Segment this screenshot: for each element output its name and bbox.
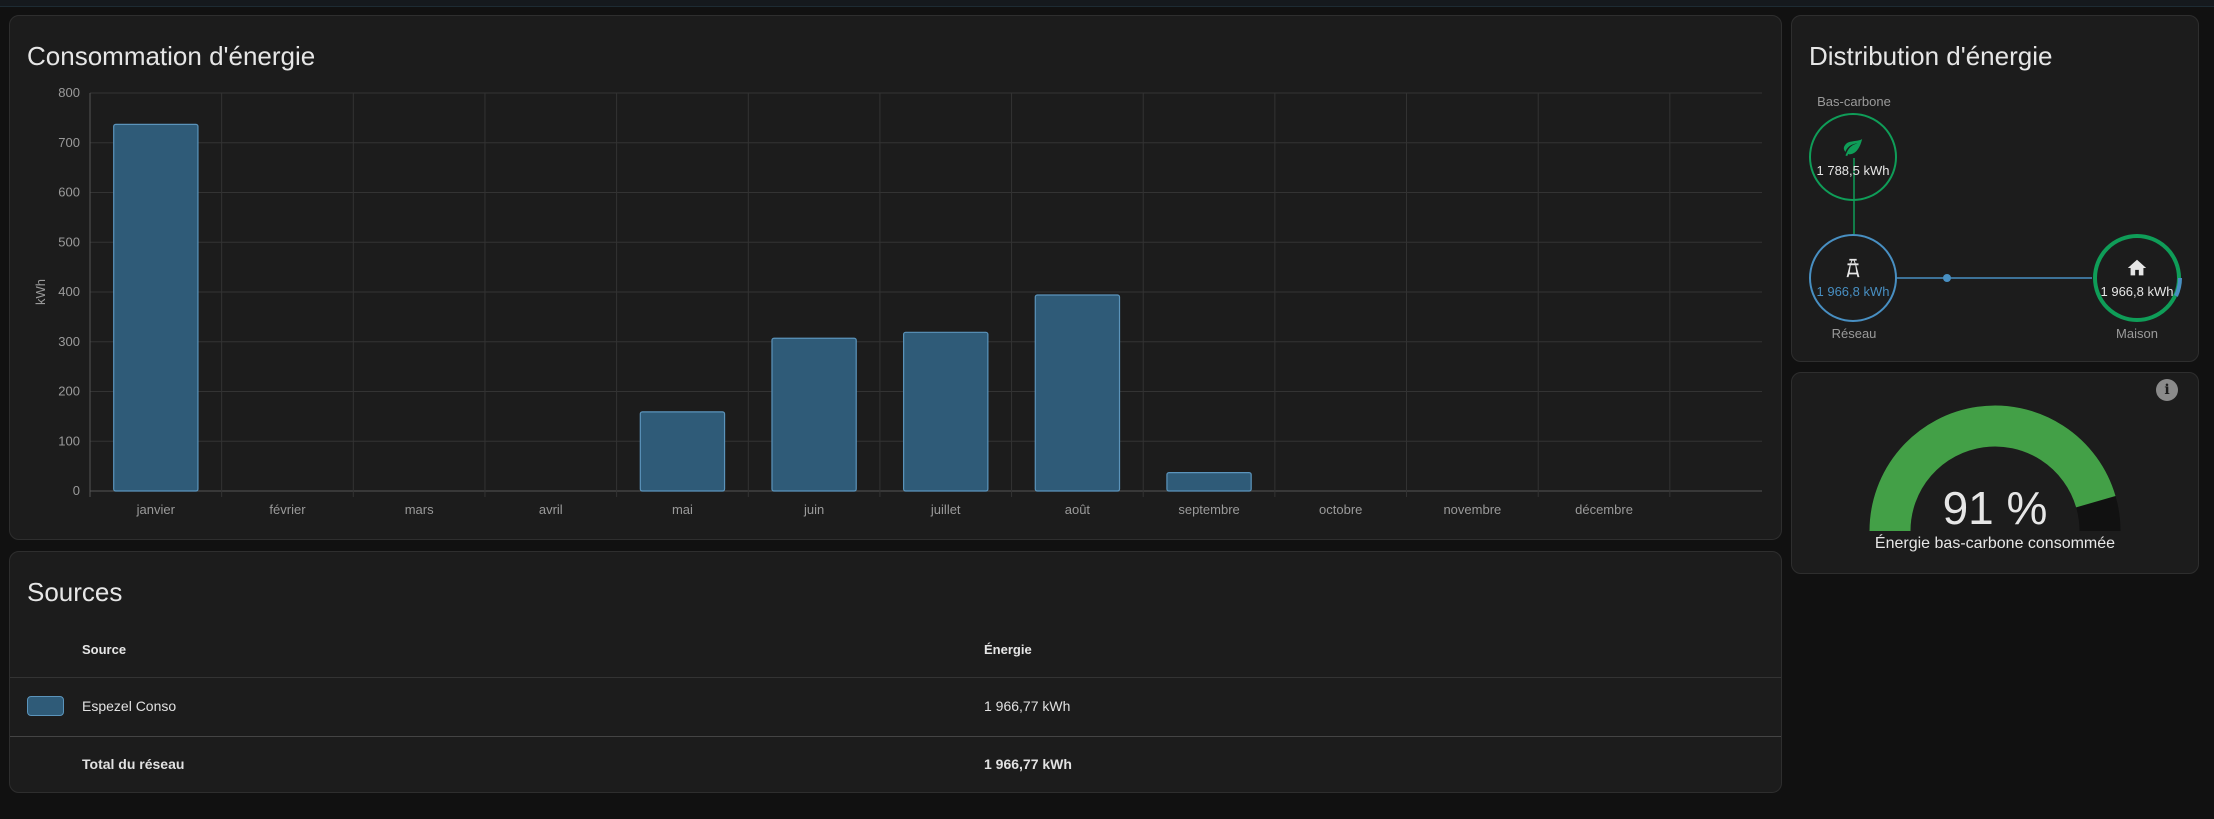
bar-janvier[interactable] [113,123,199,492]
y-tick-label: 200 [58,384,80,399]
card-title: Sources [27,577,123,607]
x-tick-label: février [269,502,306,517]
source-color-swatch [27,696,64,716]
y-tick-label: 600 [58,185,80,200]
low-carbon-node[interactable]: 1 788,5 kWh [1809,113,1897,201]
total-energy: 1 966,77 kWh [984,756,1072,772]
grid-value: 1 966,8 kWh [1816,284,1890,299]
gauge-label: Énergie bas-carbone consommée [1874,535,2116,552]
x-tick-label: avril [539,502,563,517]
source-name: Espezel Conso [82,698,177,714]
transmission-tower-icon [1846,258,1860,278]
energy-distribution-card: Distribution d'énergie Bas-carbone 1 788… [1791,15,2199,362]
home-grid-arc [2174,277,2182,297]
low-carbon-gauge-card: i 91 % Énergie bas-carbone consommée [1791,372,2199,574]
bar-mai[interactable] [639,411,726,492]
flow-dot [1943,274,1951,282]
x-tick-label: novembre [1443,502,1501,517]
row-divider [10,677,1781,678]
low-carbon-value: 1 788,5 kWh [1816,163,1890,178]
total-label: Total du réseau [82,756,185,772]
x-tick-label: septembre [1178,502,1239,517]
grid-node[interactable]: 1 966,8 kWh [1809,234,1897,322]
column-header-source[interactable]: Source [82,642,127,657]
top-bar [0,0,2214,7]
gauge-value: 91 % [1942,482,2048,534]
x-tick-label: janvier [136,502,176,517]
x-tick-label: août [1065,502,1091,517]
info-icon[interactable]: i [2156,379,2178,401]
x-tick-label: juillet [930,502,961,517]
y-tick-label: 300 [58,334,80,349]
x-tick-label: décembre [1575,502,1633,517]
home-value: 1 966,8 kWh [2100,284,2174,299]
x-tick-label: octobre [1319,502,1362,517]
source-energy: 1 966,77 kWh [984,698,1071,714]
gauge-fill [1869,405,2116,532]
bar-septembre[interactable] [1166,471,1252,492]
y-tick-label: 100 [58,433,80,448]
home-label: Maison [2116,326,2158,341]
y-tick-label: 400 [58,284,80,299]
card-title: Distribution d'énergie [1809,41,2053,71]
y-tick-label: 500 [58,234,80,249]
low-carbon-label: Bas-carbone [1817,94,1891,109]
x-tick-label: mars [405,502,434,517]
bar-août[interactable] [1034,294,1121,492]
low-carbon-gauge [1869,405,2121,532]
consumption-bar-chart: 0 100 200 300 400 500 600 700 800 kWh janvier févri… [33,85,1762,517]
y-tick-label: 0 [73,483,80,498]
column-header-energy[interactable]: Énergie [984,642,1032,657]
y-tick-label: 700 [58,135,80,150]
x-tick-label: mai [672,502,693,517]
row-divider [10,736,1781,737]
bar-juillet[interactable] [903,331,989,492]
grid-label: Réseau [1831,326,1877,341]
x-tick-label: juin [803,502,824,517]
y-axis-title: kWh [33,279,48,305]
y-tick-label: 800 [58,85,80,100]
home-icon [2127,259,2147,276]
card-title: Consommation d'énergie [27,41,316,71]
leaf-icon [1843,138,1863,157]
sources-card: Sources Source Énergie Espezel Conso 1 9… [9,551,1782,793]
energy-consumption-card: Consommation d'énergie 0 100 200 300 400 500 6… [9,15,1782,540]
bar-juin[interactable] [771,337,857,492]
